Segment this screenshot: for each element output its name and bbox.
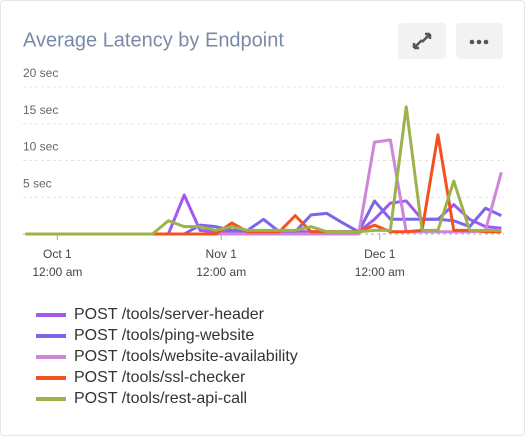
- x-tick-label: 12:00 am: [32, 265, 82, 279]
- legend-label: POST /tools/ping-website: [74, 327, 254, 344]
- legend-label: POST /tools/rest-api-call: [74, 390, 247, 407]
- x-tick-label: Nov 1: [206, 247, 238, 261]
- x-tick-label: 12:00 am: [196, 265, 246, 279]
- y-tick-label: 10 sec: [23, 140, 58, 154]
- legend-label: POST /tools/server-header: [74, 306, 265, 323]
- y-tick-label: 5 sec: [23, 176, 52, 190]
- more-button[interactable]: [456, 23, 503, 59]
- x-tick-label: Dec 1: [364, 247, 396, 261]
- y-tick-label: 15 sec: [23, 103, 58, 117]
- legend-label: POST /tools/ssl-checker: [74, 369, 246, 386]
- legend-label: POST /tools/website-availability: [74, 348, 298, 365]
- x-tick-label: 12:00 am: [355, 265, 405, 279]
- y-tick-label: 20 sec: [23, 66, 58, 80]
- chart-title: Average Latency by Endpoint: [23, 29, 284, 51]
- x-tick-label: Oct 1: [43, 247, 72, 261]
- expand-button[interactable]: [398, 23, 446, 59]
- series-line: [25, 105, 502, 236]
- series-line: [25, 193, 502, 236]
